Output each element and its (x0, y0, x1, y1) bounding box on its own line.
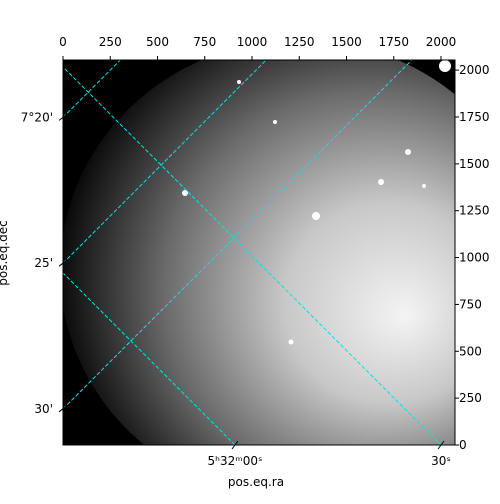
x-tick-label: 1750 (378, 35, 409, 49)
dec-tick-label: 30' (34, 402, 53, 416)
y-tick-label: 1250 (459, 204, 490, 218)
star (182, 190, 188, 196)
star (439, 60, 451, 72)
frame (62, 59, 456, 446)
dec-grid-line (63, 60, 267, 264)
image (63, 60, 455, 445)
ra-grid-line (63, 66, 442, 445)
dec-tick-label: 25' (34, 256, 53, 270)
y-tick-label: 1750 (459, 110, 490, 124)
ra-tick-label: 5ʰ32ᵐ00ˢ (208, 454, 263, 468)
stars (182, 60, 451, 345)
star (405, 149, 411, 155)
dec-tick (58, 405, 68, 413)
dec-tick (58, 259, 68, 267)
star (378, 179, 384, 185)
y-tick-label: 500 (459, 344, 482, 358)
ra-tick (437, 440, 445, 450)
ra-tick (231, 440, 239, 450)
star (273, 120, 277, 124)
star (288, 339, 294, 345)
star (422, 184, 426, 188)
ra-grid-line (63, 272, 236, 445)
y-tick-label: 2000 (459, 63, 490, 77)
star (312, 212, 320, 220)
x-tick-label: 750 (193, 35, 216, 49)
x-tick-label: 500 (146, 35, 169, 49)
y-tick-label: 0 (459, 438, 467, 452)
y-tick-label: 1000 (459, 251, 490, 265)
x-tick-label: 1500 (331, 35, 362, 49)
grid (63, 60, 442, 445)
y-tick-label: 250 (459, 391, 482, 405)
y-axis-label: pos.eq.dec (0, 220, 10, 285)
y-tick-label: 750 (459, 297, 482, 311)
x-tick-label: 2000 (426, 35, 457, 49)
y-tick-label: 1500 (459, 157, 490, 171)
x-axis-label: pos.eq.ra (228, 475, 284, 489)
x-tick-label: 1250 (284, 35, 315, 49)
ra-tick-label: 30ˢ (431, 454, 451, 468)
dec-grid-line (63, 60, 413, 410)
dec-tick (58, 113, 68, 121)
x-tick-label: 1000 (237, 35, 268, 49)
x-tick-label: 0 (59, 35, 67, 49)
x-tick-label: 250 (99, 35, 122, 49)
dec-tick-label: 7°20' (21, 110, 53, 124)
star (237, 80, 241, 84)
